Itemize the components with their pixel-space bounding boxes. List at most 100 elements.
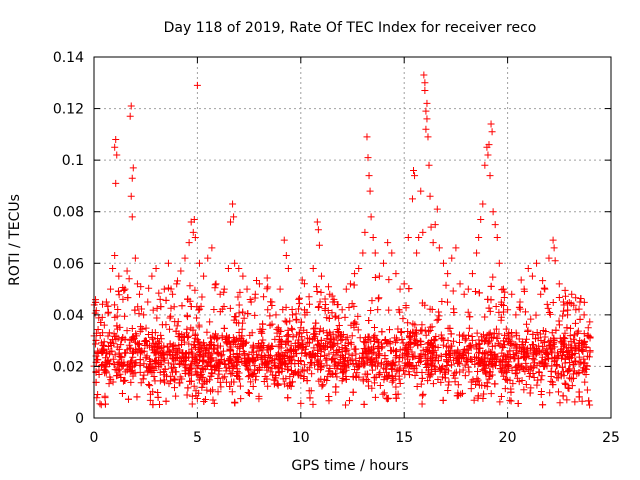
data-point — [418, 400, 426, 408]
data-point — [138, 325, 146, 333]
data-point — [384, 395, 392, 403]
data-point — [465, 368, 473, 376]
data-point — [435, 244, 443, 252]
data-point — [470, 396, 478, 404]
data-point — [128, 324, 136, 332]
data-point — [191, 286, 199, 294]
data-point — [543, 350, 551, 358]
data-point — [400, 280, 408, 288]
data-point — [552, 326, 560, 334]
data-point — [406, 340, 414, 348]
data-point — [271, 355, 279, 363]
y-tick-labels: 0 0.02 0.04 0.06 0.08 0.1 0.12 0.14 — [53, 50, 84, 427]
data-point — [455, 353, 463, 361]
data-point — [153, 304, 161, 312]
data-point — [561, 286, 569, 294]
data-point — [308, 354, 316, 362]
data-point — [375, 294, 383, 302]
data-point — [568, 344, 576, 352]
data-point — [494, 339, 502, 347]
data-point — [365, 316, 373, 324]
data-point — [275, 369, 283, 377]
data-point — [550, 334, 558, 342]
data-point — [479, 366, 487, 374]
data-point — [113, 312, 121, 320]
data-point — [399, 315, 407, 323]
data-point — [509, 380, 517, 388]
data-point — [117, 374, 125, 382]
data-point — [229, 364, 237, 372]
data-point — [504, 376, 512, 384]
data-point — [183, 391, 191, 399]
data-point — [452, 244, 460, 252]
data-point — [489, 208, 497, 216]
data-point — [138, 348, 146, 356]
data-point — [129, 333, 137, 341]
data-point — [426, 327, 434, 335]
data-point — [365, 172, 373, 180]
data-point — [376, 369, 384, 377]
data-point — [515, 378, 523, 386]
data-point — [481, 313, 489, 321]
data-point — [399, 339, 407, 347]
data-point — [150, 349, 158, 357]
data-point — [146, 396, 154, 404]
data-point — [401, 359, 409, 367]
data-point — [380, 364, 388, 372]
data-point — [385, 276, 393, 284]
data-point — [586, 401, 594, 409]
data-point — [214, 375, 222, 383]
data-point — [520, 285, 528, 293]
data-point — [95, 370, 103, 378]
data-point — [208, 370, 216, 378]
data-point — [404, 319, 412, 327]
data-point — [417, 357, 425, 365]
data-point — [496, 341, 504, 349]
data-point — [413, 249, 421, 257]
data-point — [545, 355, 553, 363]
data-point — [160, 342, 168, 350]
data-point — [206, 376, 214, 384]
data-point — [198, 293, 206, 301]
data-point — [121, 335, 129, 343]
data-point — [426, 305, 434, 313]
data-point — [464, 349, 472, 357]
data-point — [460, 290, 468, 298]
data-point — [393, 336, 401, 344]
data-point — [133, 393, 141, 401]
data-point — [151, 377, 159, 385]
data-point — [123, 360, 131, 368]
data-point — [243, 285, 251, 293]
data-point — [561, 329, 569, 337]
data-point — [556, 334, 564, 342]
data-point — [263, 366, 271, 374]
data-point — [394, 325, 402, 333]
data-point — [540, 339, 548, 347]
data-point — [212, 280, 220, 288]
data-point — [344, 339, 352, 347]
data-point — [487, 120, 495, 128]
data-point — [322, 301, 330, 309]
data-point — [191, 332, 199, 340]
data-point — [495, 259, 503, 267]
data-point — [295, 300, 303, 308]
data-point — [314, 346, 322, 354]
data-point — [149, 401, 157, 409]
data-point — [187, 348, 195, 356]
data-point — [284, 326, 292, 334]
data-point — [388, 378, 396, 386]
data-point — [159, 350, 167, 358]
data-point — [306, 359, 314, 367]
data-point — [474, 392, 482, 400]
data-point — [298, 333, 306, 341]
data-point — [559, 298, 567, 306]
data-point — [294, 343, 302, 351]
data-point — [388, 249, 396, 257]
data-point — [351, 366, 359, 374]
data-point — [418, 374, 426, 382]
data-point — [230, 213, 238, 221]
data-point — [216, 290, 224, 298]
data-point — [140, 360, 148, 368]
data-point — [247, 298, 255, 306]
data-point — [306, 394, 314, 402]
